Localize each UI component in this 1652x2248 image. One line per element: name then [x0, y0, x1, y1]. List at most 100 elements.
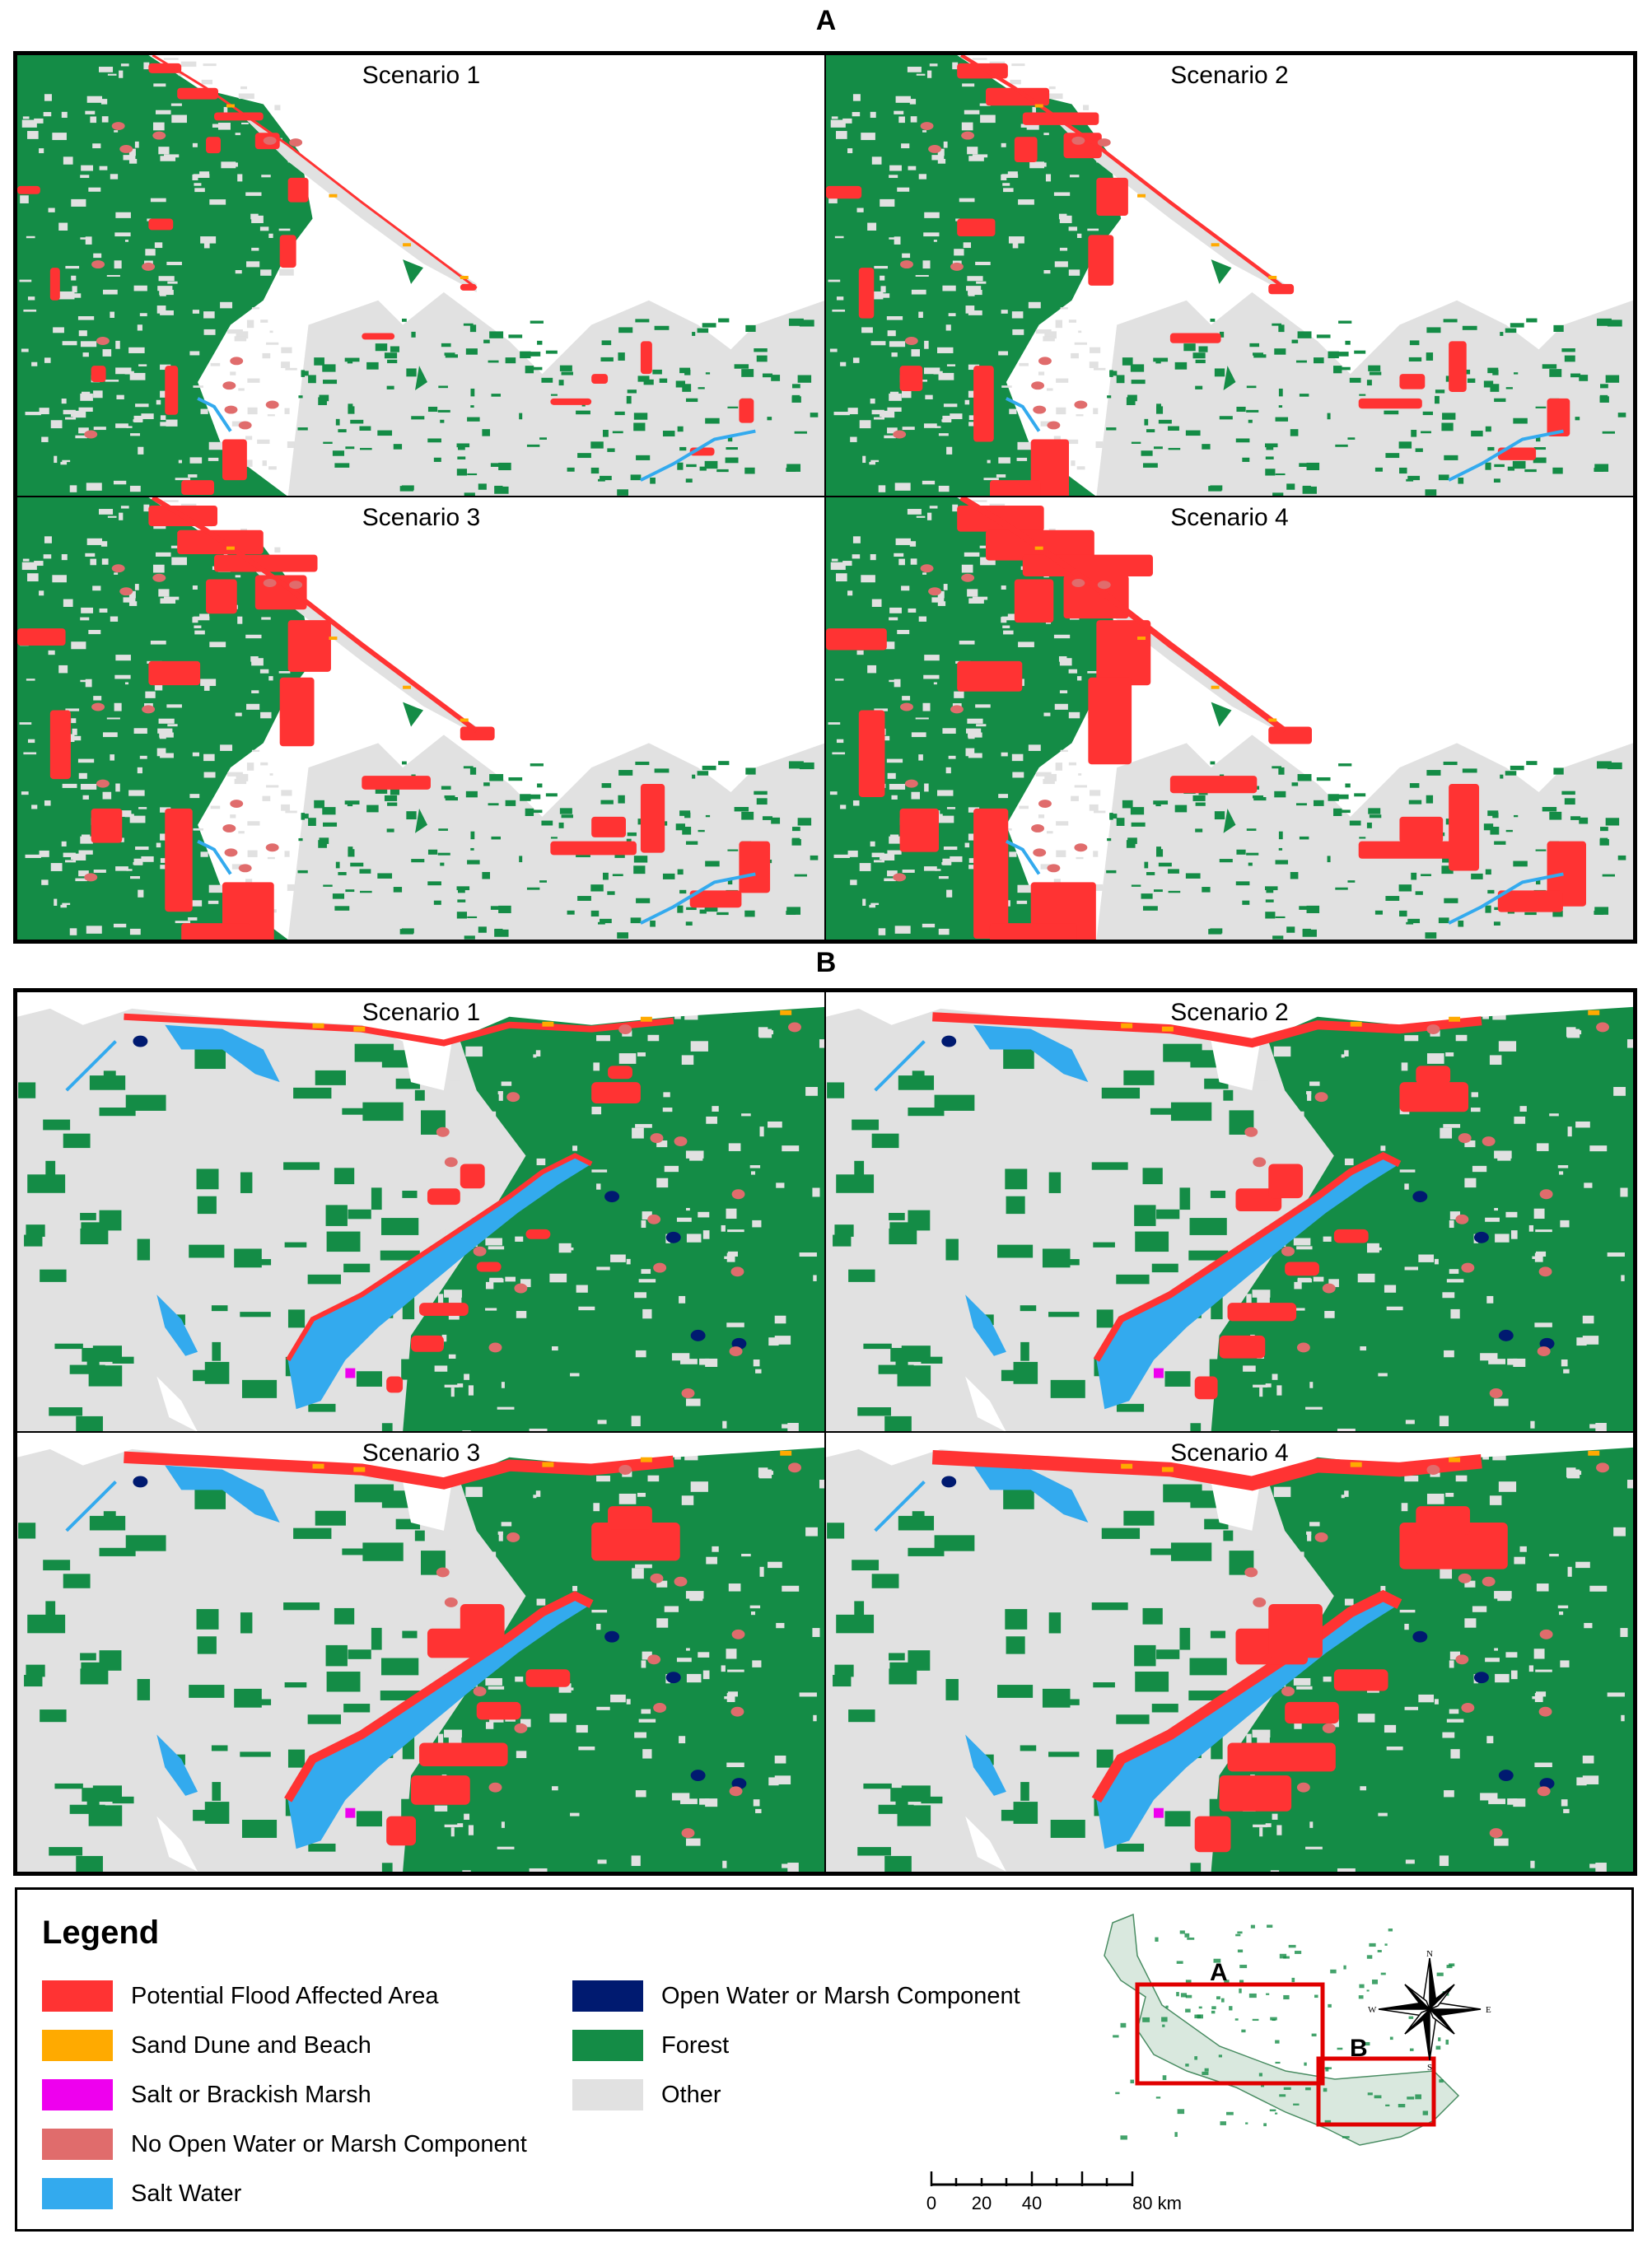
forest-patch: [912, 1511, 925, 1525]
speckle: [1248, 1228, 1253, 1235]
island-speckle: [1342, 2136, 1350, 2138]
speckle: [968, 415, 975, 421]
speckle: [1472, 1165, 1487, 1173]
speckle: [1168, 426, 1179, 431]
speckle: [1265, 1383, 1272, 1388]
forest-patch: [854, 1160, 865, 1179]
map-panel-a1[interactable]: Scenario 1: [16, 54, 827, 498]
speckle: [1493, 921, 1500, 926]
island-speckle: [1377, 1950, 1382, 1952]
marsh-blob: [1314, 1092, 1328, 1103]
speckle: [1295, 803, 1307, 806]
dune: [226, 546, 235, 550]
flood-area: [739, 841, 771, 893]
speckle: [901, 390, 912, 399]
marsh-blob: [444, 1157, 458, 1168]
forest-patch: [137, 1679, 151, 1700]
speckle: [968, 364, 980, 371]
speckle: [455, 1050, 463, 1058]
speckle: [916, 515, 926, 518]
marsh-blob: [730, 1706, 744, 1717]
speckle: [602, 872, 609, 880]
map-panel-b3[interactable]: Scenario 3: [16, 1431, 827, 1873]
speckle: [1252, 1729, 1271, 1738]
island-speckle: [1385, 2104, 1390, 2106]
speckle: [210, 362, 221, 366]
speckle: [102, 791, 112, 800]
speckle: [444, 1729, 462, 1738]
speckle: [528, 352, 541, 357]
speckle: [1307, 1093, 1312, 1101]
speckle: [143, 62, 150, 70]
open-water: [1498, 1329, 1514, 1341]
speckle: [485, 1677, 502, 1686]
speckle: [1404, 1035, 1419, 1042]
forest-patch: [1096, 1309, 1113, 1328]
speckle: [1575, 1121, 1590, 1128]
speckle: [86, 538, 103, 545]
speckle: [536, 1158, 546, 1166]
speckle: [262, 460, 267, 466]
speckle: [1299, 394, 1309, 397]
speckle: [1342, 809, 1351, 814]
forest-patch: [193, 1369, 208, 1382]
forest-patch: [1189, 1218, 1227, 1235]
speckle: [520, 1279, 531, 1288]
forest-patch: [234, 1688, 262, 1708]
map-panel-b2[interactable]: Scenario 2: [824, 991, 1635, 1434]
speckle: [456, 469, 468, 476]
island-speckle: [1275, 2040, 1280, 2044]
speckle: [976, 724, 987, 727]
speckle: [160, 390, 166, 398]
speckle: [1219, 416, 1233, 420]
speckle: [1380, 1585, 1386, 1592]
forest-patch: [1048, 1612, 1062, 1634]
island-speckle: [1224, 1980, 1230, 1984]
speckle: [441, 1334, 447, 1342]
island-speckle: [1380, 1972, 1386, 1975]
speckle: [1524, 912, 1537, 916]
speckle: [1055, 319, 1063, 329]
forest-patch: [1163, 1484, 1202, 1503]
speckle: [968, 156, 984, 161]
speckle: [685, 1591, 704, 1599]
speckle: [933, 240, 937, 242]
speckle: [726, 1208, 737, 1220]
speckle: [85, 679, 92, 688]
speckle: [444, 1824, 460, 1828]
open-water: [1412, 1191, 1428, 1203]
speckle: [962, 83, 975, 87]
speckle: [968, 858, 975, 863]
map-panel-a3[interactable]: Scenario 3: [16, 496, 827, 941]
speckle: [135, 403, 149, 408]
speckle: [1584, 1182, 1593, 1188]
speckle: [1594, 907, 1609, 915]
speckle: [1296, 1246, 1313, 1250]
speckle: [1498, 1481, 1517, 1492]
speckle: [61, 841, 67, 846]
speckle: [1404, 1183, 1409, 1190]
forest-patch: [1150, 1108, 1185, 1115]
speckle: [119, 512, 124, 520]
speckle: [1342, 366, 1351, 371]
speckle: [924, 212, 940, 218]
forest-patch: [1001, 1809, 1017, 1821]
island-speckle: [1237, 1949, 1244, 1953]
speckle: [529, 1868, 548, 1872]
map-panel-a4[interactable]: Scenario 4: [824, 496, 1635, 941]
map-panel-a2[interactable]: Scenario 2: [824, 54, 1635, 498]
speckle: [399, 929, 413, 935]
speckle: [251, 749, 260, 753]
speckle: [918, 174, 927, 180]
forest-patch: [878, 1804, 914, 1814]
speckle: [671, 1353, 690, 1361]
speckle: [635, 319, 650, 323]
speckle: [1038, 814, 1045, 819]
coast-flood: [284, 1591, 594, 1803]
speckle: [870, 294, 879, 298]
speckle: [260, 269, 272, 276]
speckle: [929, 63, 938, 67]
map-panel-b4[interactable]: Scenario 4: [824, 1431, 1635, 1873]
map-panel-b1[interactable]: Scenario 1: [16, 991, 827, 1434]
speckle: [1385, 896, 1400, 901]
